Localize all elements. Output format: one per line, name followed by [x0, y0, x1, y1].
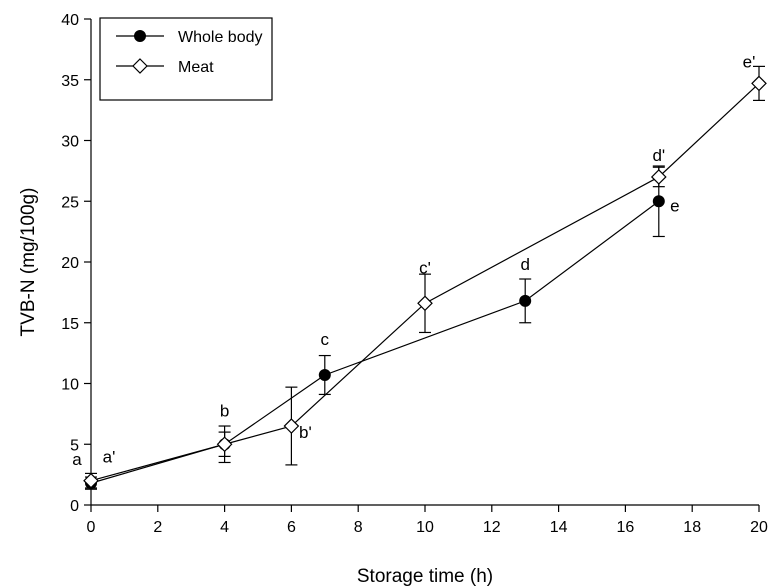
data-point	[83, 472, 99, 489]
x-tick-label: 18	[683, 519, 701, 536]
x-tick-label: 14	[550, 519, 568, 536]
data-point	[519, 294, 532, 307]
y-axis-title: TVB-N (mg/100g)	[18, 188, 39, 337]
series-layer	[83, 65, 767, 490]
data-point	[652, 195, 665, 208]
data-point	[751, 75, 767, 92]
point-label: d	[520, 255, 529, 274]
series-whole-body	[85, 165, 665, 490]
y-tick-label: 0	[70, 498, 79, 515]
y-tick-label: 30	[61, 134, 79, 151]
y-tick-label: 5	[70, 437, 79, 454]
point-label: d'	[652, 146, 665, 165]
y-tick-label: 35	[61, 73, 79, 90]
legend-marker-meat	[132, 58, 148, 74]
point-label: c	[321, 330, 330, 349]
data-point	[283, 418, 300, 434]
series-line	[90, 82, 760, 482]
legend-label-whole-body: Whole body	[178, 29, 263, 46]
y-tick-label: 10	[61, 377, 79, 394]
series-meat	[83, 65, 767, 489]
point-label: b	[220, 401, 229, 420]
point-label: a'	[103, 448, 116, 467]
x-tick-label: 16	[617, 519, 635, 536]
series-line	[90, 200, 660, 484]
point-annotations: a b c d e a' b' c' d' e'	[72, 52, 755, 469]
y-tick-label: 20	[61, 255, 79, 272]
x-tick-label: 8	[354, 519, 363, 536]
x-tick-label: 0	[87, 519, 96, 536]
point-label: e'	[743, 52, 756, 71]
legend-label-meat: Meat	[178, 59, 214, 76]
x-tick-label: 12	[483, 519, 501, 536]
point-label: a	[72, 450, 82, 469]
point-label: e	[670, 196, 679, 215]
x-tick-label: 6	[287, 519, 296, 536]
x-tick-label: 10	[416, 519, 434, 536]
legend: Whole body Meat	[99, 17, 273, 101]
point-label: c'	[419, 258, 431, 277]
point-label: b'	[299, 423, 312, 442]
legend-marker-whole-body	[134, 30, 146, 42]
data-point	[417, 295, 433, 312]
data-point	[216, 436, 233, 453]
x-tick-label: 20	[750, 519, 768, 536]
x-tick-label: 4	[220, 519, 229, 536]
data-point	[318, 368, 331, 381]
legend-box	[99, 17, 273, 101]
x-tick-label: 2	[153, 519, 162, 536]
y-tick-label: 15	[61, 316, 79, 333]
data-point	[650, 169, 667, 185]
y-tick-label: 25	[61, 194, 79, 211]
x-axis-title: Storage time (h)	[357, 566, 493, 587]
y-tick-label: 40	[61, 12, 79, 29]
axes: 0 5 10 15 20 25 30 35 40 0 2 4 6 8 10 12 14 16 18 20	[61, 12, 768, 536]
